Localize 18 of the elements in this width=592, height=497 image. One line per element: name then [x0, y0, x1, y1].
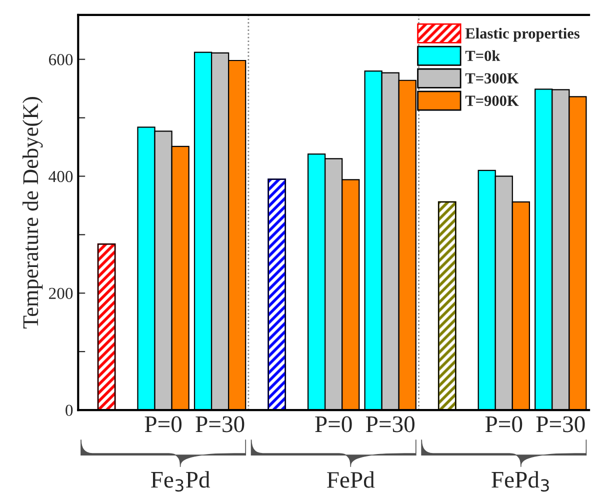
- x-tick-label: P=0: [315, 416, 352, 432]
- x-tick-label: P=0: [144, 416, 182, 432]
- legend-label: Elastic properties: [465, 28, 580, 42]
- legend-label: T=0k: [465, 50, 500, 62]
- text: FePd: [327, 471, 375, 488]
- text: Fe$_{3}$Pd: [151, 471, 210, 492]
- x-tick-label: P=30: [536, 416, 585, 432]
- x-tick-label: P=30: [196, 416, 244, 432]
- legend-label: T=300K: [465, 73, 519, 84]
- legend-label: T=900K: [465, 96, 519, 106]
- y-axis-title: Temperature de Debye(K): [22, 97, 43, 329]
- y-tick-label: 600: [49, 54, 73, 66]
- y-tick-label: 0: [66, 404, 73, 416]
- y-tick-label: 200: [49, 288, 73, 300]
- x-tick-label: P=0: [485, 416, 522, 432]
- x-tick-label: P=30: [366, 416, 414, 432]
- y-tick-label: 400: [48, 170, 73, 182]
- text: FePd$_{3}$: [492, 471, 549, 492]
